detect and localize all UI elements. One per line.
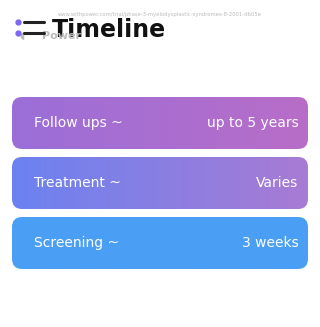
Text: Varies: Varies (256, 176, 298, 190)
Text: 3 weeks: 3 weeks (242, 236, 298, 250)
Text: Treatment ~: Treatment ~ (35, 176, 121, 190)
Text: Screening ~: Screening ~ (35, 236, 120, 250)
Text: ◖: ◖ (20, 31, 25, 41)
Text: up to 5 years: up to 5 years (207, 116, 298, 130)
Text: Power: Power (42, 31, 81, 41)
Text: Follow ups ~: Follow ups ~ (35, 116, 123, 130)
Text: Timeline: Timeline (52, 18, 166, 42)
Text: www.withpower.com/trial/phase-3-myelodysplastic-syndromes-8-2001-db05e: www.withpower.com/trial/phase-3-myelodys… (58, 12, 262, 17)
